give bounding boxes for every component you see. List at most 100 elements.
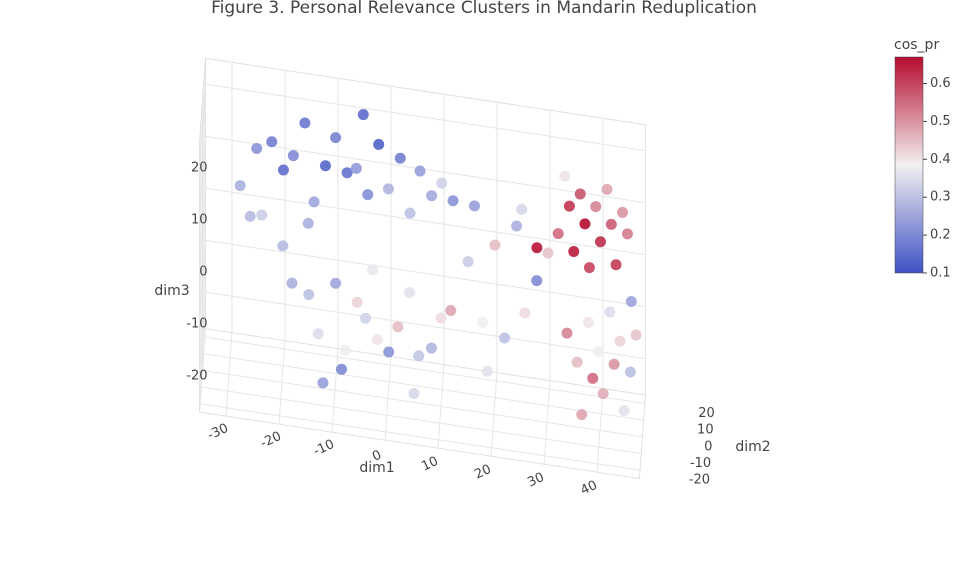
x-axis-title: dim1 (359, 460, 394, 476)
data-point (383, 346, 395, 358)
x-tick-label: 20 (472, 462, 493, 483)
data-point (593, 346, 605, 358)
data-point (266, 136, 278, 148)
y-grid-line (203, 83, 644, 421)
data-point (339, 344, 351, 356)
data-point (414, 165, 426, 177)
data-point (477, 316, 489, 328)
data-point (308, 196, 320, 208)
x-grid-line (331, 78, 339, 433)
data-point (373, 138, 385, 150)
data-point (436, 177, 448, 189)
data-point (582, 317, 594, 329)
data-point (462, 256, 474, 268)
data-point (277, 164, 289, 176)
data-point (351, 296, 363, 308)
data-point (408, 387, 420, 399)
colorbar-tick-label: 0.5 (930, 114, 951, 129)
x-grid-line (278, 70, 286, 425)
data-point (234, 180, 246, 192)
y-tick-label: 20 (698, 406, 715, 421)
data-point (531, 242, 543, 254)
y-tick-label: -20 (689, 473, 710, 488)
data-point (303, 289, 315, 301)
data-point (445, 304, 457, 316)
x-grid-line (543, 110, 551, 465)
data-point (579, 218, 591, 230)
data-point (624, 366, 636, 378)
x-grid-line (225, 62, 233, 417)
y-axis-title: dim2 (735, 439, 770, 455)
data-point (251, 143, 263, 154)
y-tick-label: 10 (697, 423, 714, 438)
data-point (516, 203, 528, 215)
data-point (435, 312, 447, 324)
data-point (574, 188, 586, 200)
data-point (489, 239, 501, 251)
data-point (277, 240, 289, 252)
data-point (571, 356, 583, 368)
z-axis-title: dim3 (154, 283, 189, 299)
z-grid-line (199, 135, 646, 220)
data-point (312, 328, 324, 340)
data-point (404, 207, 416, 219)
data-point (426, 190, 438, 202)
colorbar-tick-label: 0.4 (930, 152, 951, 167)
data-point (392, 321, 404, 333)
x-tick-label: -30 (205, 421, 231, 444)
data-point (499, 332, 511, 344)
z-grid-line (199, 291, 646, 376)
data-point (317, 377, 329, 389)
x-grid-line (490, 102, 498, 457)
data-point (330, 277, 342, 289)
y-tick-label: -10 (690, 456, 711, 471)
colorbar (894, 56, 924, 274)
colorbar-tick-label: 0.6 (930, 76, 951, 91)
z-grid-line (199, 239, 646, 324)
z-tick-label: 20 (191, 160, 208, 175)
data-point (481, 365, 493, 377)
data-point (350, 162, 362, 174)
colorbar-tick-label: 0.2 (930, 228, 951, 243)
data-point (244, 210, 256, 222)
data-point (413, 350, 425, 362)
data-point (576, 409, 588, 421)
data-point (362, 189, 374, 201)
data-point (630, 329, 642, 341)
x-grid-line (437, 94, 445, 449)
chart-title: Figure 3. Personal Relevance Clusters in… (211, 0, 757, 18)
data-point (519, 307, 531, 319)
data-point (341, 167, 353, 179)
data-point (621, 228, 633, 240)
z-grid-line (199, 187, 646, 272)
y-tick-label: 0 (704, 439, 712, 454)
colorbar-tick-label: 0.3 (930, 190, 951, 205)
data-point (614, 335, 626, 347)
data-point (552, 228, 564, 240)
y-grid-line (200, 116, 642, 454)
z-tick-label: 10 (191, 212, 208, 227)
data-point (583, 262, 595, 274)
data-point (531, 275, 543, 287)
x-tick-label: 30 (525, 470, 546, 491)
colorbar-tick-label: 0.1 (930, 266, 951, 281)
data-point (597, 388, 609, 400)
data-point (404, 287, 416, 299)
data-point (604, 306, 616, 318)
y-grid-line (204, 66, 645, 404)
data-point (559, 170, 571, 182)
data-point (319, 160, 331, 172)
data-point (625, 295, 637, 307)
data-point (299, 117, 311, 129)
data-point (601, 183, 613, 195)
x-tick-label: -20 (258, 429, 284, 452)
data-point (587, 372, 599, 384)
data-point (287, 150, 299, 162)
data-point (610, 259, 622, 271)
data-point (563, 200, 575, 212)
colorbar-title: cos_pr (894, 37, 939, 53)
data-point (357, 109, 369, 121)
data-point (382, 183, 394, 195)
data-point (447, 195, 459, 207)
